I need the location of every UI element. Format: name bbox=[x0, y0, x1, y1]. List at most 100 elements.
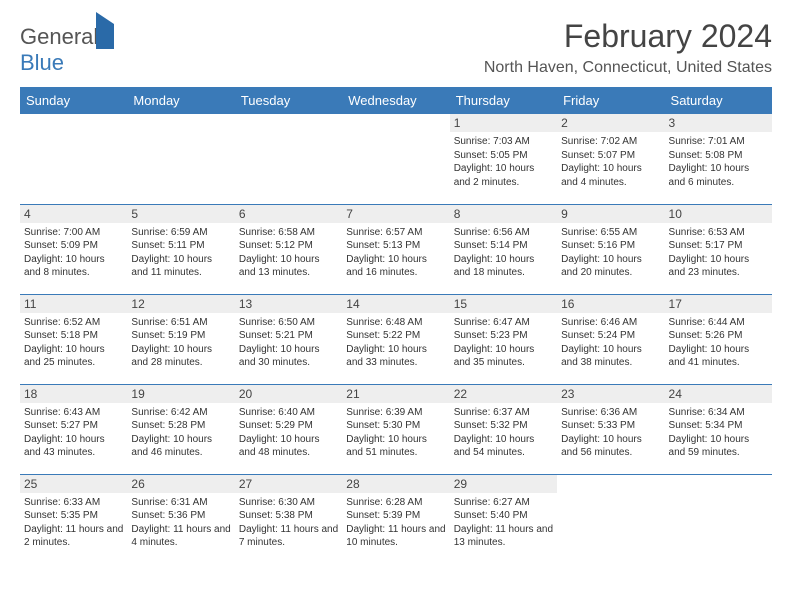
sunset: Sunset: 5:40 PM bbox=[454, 509, 553, 523]
sunrise: Sunrise: 6:40 AM bbox=[239, 406, 338, 420]
sunrise: Sunrise: 6:43 AM bbox=[24, 406, 123, 420]
day-number: 5 bbox=[127, 205, 234, 223]
day-number: 12 bbox=[127, 295, 234, 313]
day-number: 6 bbox=[235, 205, 342, 223]
daylight: Daylight: 10 hours and 35 minutes. bbox=[454, 343, 553, 370]
empty-cell bbox=[557, 474, 664, 564]
day-detail: Sunrise: 6:42 AMSunset: 5:28 PMDaylight:… bbox=[131, 406, 230, 460]
day-cell-27: 27Sunrise: 6:30 AMSunset: 5:38 PMDayligh… bbox=[235, 474, 342, 564]
day-cell-12: 12 Sunrise: 6:51 AMSunset: 5:19 PMDayligh… bbox=[127, 294, 234, 384]
daylight: Daylight: 10 hours and 51 minutes. bbox=[346, 433, 445, 460]
day-number: 15 bbox=[450, 295, 557, 313]
day-header-sunday: Sunday bbox=[20, 87, 127, 114]
day-header-row: SundayMondayTuesdayWednesdayThursdayFrid… bbox=[20, 87, 772, 114]
daylight: Daylight: 10 hours and 18 minutes. bbox=[454, 253, 553, 280]
empty-cell bbox=[20, 114, 127, 204]
daylight: Daylight: 11 hours and 2 minutes. bbox=[24, 523, 123, 550]
sunset: Sunset: 5:30 PM bbox=[346, 419, 445, 433]
day-number: 26 bbox=[127, 475, 234, 493]
day-number: 9 bbox=[557, 205, 664, 223]
sunrise: Sunrise: 6:55 AM bbox=[561, 226, 660, 240]
empty-cell bbox=[235, 114, 342, 204]
day-number: 18 bbox=[20, 385, 127, 403]
sunset: Sunset: 5:26 PM bbox=[669, 329, 768, 343]
day-number: 4 bbox=[20, 205, 127, 223]
day-detail: Sunrise: 6:58 AMSunset: 5:12 PMDaylight:… bbox=[239, 226, 338, 280]
sunset: Sunset: 5:32 PM bbox=[454, 419, 553, 433]
sunrise: Sunrise: 7:02 AM bbox=[561, 135, 660, 149]
daylight: Daylight: 11 hours and 7 minutes. bbox=[239, 523, 338, 550]
sunset: Sunset: 5:27 PM bbox=[24, 419, 123, 433]
daylight: Daylight: 10 hours and 6 minutes. bbox=[669, 162, 768, 189]
sunset: Sunset: 5:29 PM bbox=[239, 419, 338, 433]
day-number: 16 bbox=[557, 295, 664, 313]
sunset: Sunset: 5:05 PM bbox=[454, 149, 553, 163]
month-title: February 2024 bbox=[484, 18, 772, 55]
day-cell-29: 29 Sunrise: 6:27 AMSunset: 5:40 PMDayligh… bbox=[450, 474, 557, 564]
day-number: 29 bbox=[450, 475, 557, 493]
daylight: Daylight: 11 hours and 13 minutes. bbox=[454, 523, 553, 550]
day-detail: Sunrise: 6:56 AMSunset: 5:14 PMDaylight:… bbox=[454, 226, 553, 280]
daylight: Daylight: 10 hours and 38 minutes. bbox=[561, 343, 660, 370]
sunrise: Sunrise: 6:42 AM bbox=[131, 406, 230, 420]
day-cell-2: 2Sunrise: 7:02 AMSunset: 5:07 PMDaylight… bbox=[557, 114, 664, 204]
day-number: 13 bbox=[235, 295, 342, 313]
day-header-saturday: Saturday bbox=[665, 87, 772, 114]
day-detail: Sunrise: 6:51 AMSunset: 5:19 PMDaylight:… bbox=[131, 316, 230, 370]
sunset: Sunset: 5:34 PM bbox=[669, 419, 768, 433]
header: General Blue February 2024 North Haven, … bbox=[20, 18, 772, 77]
day-cell-1: 1Sunrise: 7:03 AMSunset: 5:05 PMDaylight… bbox=[450, 114, 557, 204]
sunset: Sunset: 5:18 PM bbox=[24, 329, 123, 343]
day-number: 10 bbox=[665, 205, 772, 223]
sunrise: Sunrise: 7:03 AM bbox=[454, 135, 553, 149]
day-header-monday: Monday bbox=[127, 87, 234, 114]
sunrise: Sunrise: 7:01 AM bbox=[669, 135, 768, 149]
day-cell-11: 11Sunrise: 6:52 AMSunset: 5:18 PMDayligh… bbox=[20, 294, 127, 384]
sunrise: Sunrise: 6:51 AM bbox=[131, 316, 230, 330]
day-cell-18: 18 Sunrise: 6:43 AMSunset: 5:27 PMDayligh… bbox=[20, 384, 127, 474]
day-number: 24 bbox=[665, 385, 772, 403]
sunrise: Sunrise: 6:52 AM bbox=[24, 316, 123, 330]
daylight: Daylight: 10 hours and 11 minutes. bbox=[131, 253, 230, 280]
day-number: 1 bbox=[450, 114, 557, 132]
sunset: Sunset: 5:35 PM bbox=[24, 509, 123, 523]
day-detail: Sunrise: 6:52 AMSunset: 5:18 PMDaylight:… bbox=[24, 316, 123, 370]
daylight: Daylight: 10 hours and 23 minutes. bbox=[669, 253, 768, 280]
daylight: Daylight: 11 hours and 4 minutes. bbox=[131, 523, 230, 550]
day-number: 14 bbox=[342, 295, 449, 313]
day-number: 7 bbox=[342, 205, 449, 223]
day-detail: Sunrise: 6:31 AMSunset: 5:36 PMDaylight:… bbox=[131, 496, 230, 550]
daylight: Daylight: 10 hours and 13 minutes. bbox=[239, 253, 338, 280]
sunset: Sunset: 5:33 PM bbox=[561, 419, 660, 433]
sunrise: Sunrise: 6:58 AM bbox=[239, 226, 338, 240]
daylight: Daylight: 10 hours and 8 minutes. bbox=[24, 253, 123, 280]
day-detail: Sunrise: 6:28 AMSunset: 5:39 PMDaylight:… bbox=[346, 496, 445, 550]
sunset: Sunset: 5:39 PM bbox=[346, 509, 445, 523]
sunrise: Sunrise: 6:44 AM bbox=[669, 316, 768, 330]
day-detail: Sunrise: 6:57 AMSunset: 5:13 PMDaylight:… bbox=[346, 226, 445, 280]
daylight: Daylight: 10 hours and 54 minutes. bbox=[454, 433, 553, 460]
day-cell-24: 24Sunrise: 6:34 AMSunset: 5:34 PMDayligh… bbox=[665, 384, 772, 474]
day-detail: Sunrise: 6:48 AMSunset: 5:22 PMDaylight:… bbox=[346, 316, 445, 370]
week-row: 18Sunrise: 6:43 AMSunset: 5:27 PMDayligh… bbox=[20, 384, 772, 474]
daylight: Daylight: 10 hours and 43 minutes. bbox=[24, 433, 123, 460]
daylight: Daylight: 10 hours and 30 minutes. bbox=[239, 343, 338, 370]
daylight: Daylight: 10 hours and 28 minutes. bbox=[131, 343, 230, 370]
day-number: 17 bbox=[665, 295, 772, 313]
sunrise: Sunrise: 6:59 AM bbox=[131, 226, 230, 240]
day-header-wednesday: Wednesday bbox=[342, 87, 449, 114]
day-detail: Sunrise: 6:47 AMSunset: 5:23 PMDaylight:… bbox=[454, 316, 553, 370]
sunrise: Sunrise: 6:56 AM bbox=[454, 226, 553, 240]
day-number: 21 bbox=[342, 385, 449, 403]
day-detail: Sunrise: 6:59 AMSunset: 5:11 PMDaylight:… bbox=[131, 226, 230, 280]
day-number: 3 bbox=[665, 114, 772, 132]
sunrise: Sunrise: 6:48 AM bbox=[346, 316, 445, 330]
day-cell-16: 16Sunrise: 6:46 AMSunset: 5:24 PMDayligh… bbox=[557, 294, 664, 384]
day-cell-23: 23Sunrise: 6:36 AMSunset: 5:33 PMDayligh… bbox=[557, 384, 664, 474]
day-cell-5: 5 Sunrise: 6:59 AMSunset: 5:11 PMDaylight… bbox=[127, 204, 234, 294]
day-number: 28 bbox=[342, 475, 449, 493]
day-detail: Sunrise: 6:27 AMSunset: 5:40 PMDaylight:… bbox=[454, 496, 553, 550]
day-number: 22 bbox=[450, 385, 557, 403]
week-row: 11Sunrise: 6:52 AMSunset: 5:18 PMDayligh… bbox=[20, 294, 772, 384]
sunrise: Sunrise: 6:33 AM bbox=[24, 496, 123, 510]
